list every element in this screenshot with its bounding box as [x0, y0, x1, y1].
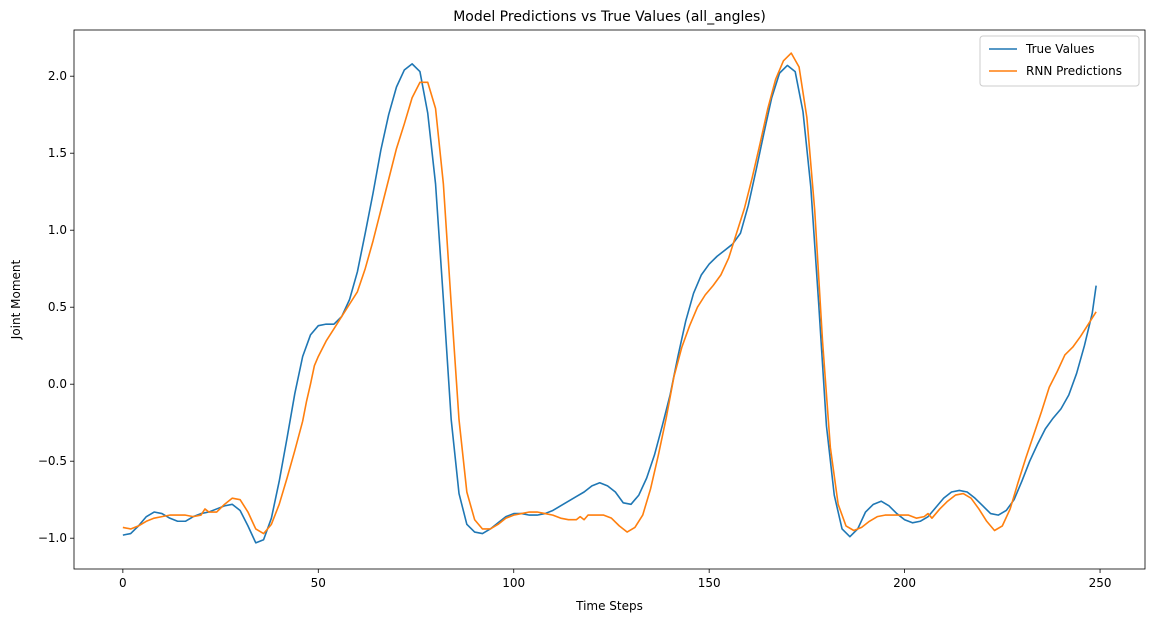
legend-box — [979, 35, 1140, 87]
x-axis-label: Time Steps — [575, 599, 643, 613]
x-tick-label: 250 — [1089, 576, 1112, 590]
chart-title: Model Predictions vs True Values (all_an… — [453, 9, 766, 25]
y-axis-label: Joint Moment — [9, 259, 23, 340]
legend-label-rnn-predictions: RNN Predictions — [1026, 64, 1122, 78]
legend-label-true-values: True Values — [1025, 42, 1095, 56]
y-tick-label: 0.0 — [48, 377, 67, 391]
y-tick-label: −0.5 — [38, 454, 67, 468]
y-axis: −1.0 −0.5 0.0 0.5 1.0 1.5 2.0 — [38, 69, 74, 545]
plot-frame — [73, 29, 1146, 570]
series-line-true-values — [122, 63, 1097, 544]
y-tick-label: 0.5 — [48, 300, 67, 314]
x-tick-label: 150 — [698, 576, 721, 590]
x-axis: 0 50 100 150 200 250 — [119, 569, 1112, 590]
y-tick-label: 1.0 — [48, 223, 67, 237]
series-line-rnn-predictions — [122, 52, 1097, 535]
plot-area — [73, 29, 1146, 570]
y-tick-label: 1.5 — [48, 146, 67, 160]
series-group — [122, 52, 1097, 544]
x-tick-label: 50 — [311, 576, 326, 590]
legend: True Values RNN Predictions — [979, 35, 1140, 87]
x-tick-label: 0 — [119, 576, 127, 590]
x-tick-label: 200 — [893, 576, 916, 590]
y-tick-label: −1.0 — [38, 531, 67, 545]
y-tick-label: 2.0 — [48, 69, 67, 83]
x-tick-label: 100 — [502, 576, 525, 590]
